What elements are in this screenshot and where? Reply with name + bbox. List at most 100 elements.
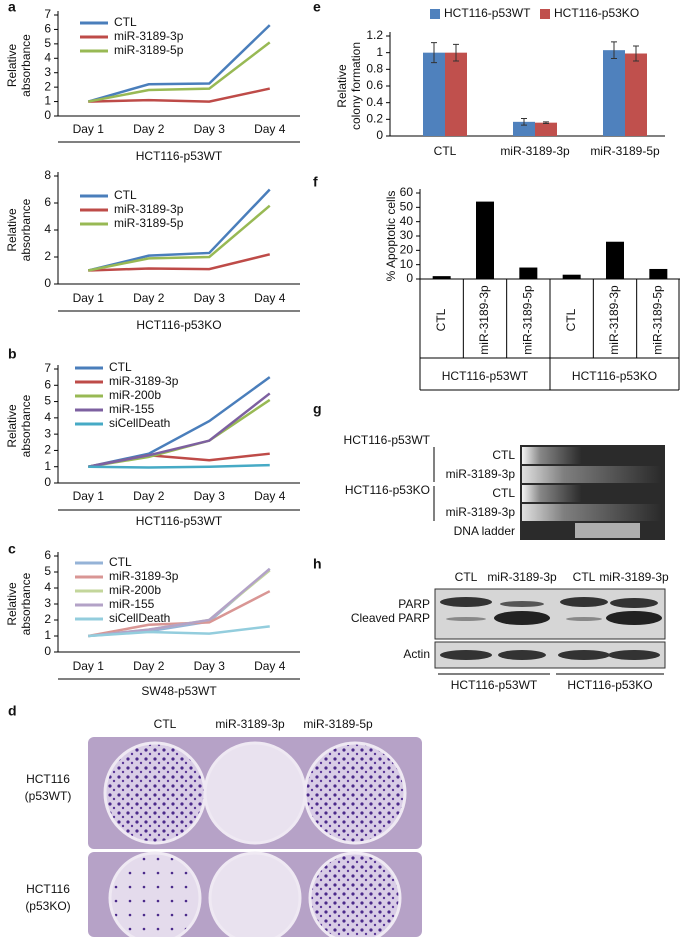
y-tick-label: 5 bbox=[44, 36, 51, 50]
y-axis-label: Relative bbox=[5, 44, 19, 88]
legend-label: siCellDeath bbox=[109, 611, 170, 625]
x-tick-label: Day 3 bbox=[194, 489, 226, 503]
y-tick-label: 1 bbox=[44, 628, 51, 642]
series-line bbox=[88, 625, 270, 638]
band bbox=[560, 597, 608, 607]
x-tick-label: CTL bbox=[564, 308, 578, 331]
legend-label: CTL bbox=[109, 555, 132, 569]
y-tick-label: 6 bbox=[44, 22, 51, 36]
band bbox=[610, 598, 658, 608]
x-tick-label: Day 2 bbox=[133, 659, 165, 673]
column-label: CTL bbox=[154, 717, 177, 731]
y-tick-label: 4 bbox=[44, 222, 51, 236]
series-line bbox=[88, 87, 271, 103]
band bbox=[440, 597, 492, 607]
bar bbox=[513, 121, 535, 136]
group-label: HCT116-p53WT bbox=[344, 433, 431, 447]
series-line bbox=[87, 24, 271, 103]
band bbox=[446, 617, 486, 621]
bar bbox=[445, 52, 467, 136]
x-tick-label: miR-3189-5p bbox=[590, 144, 660, 158]
gel-lane bbox=[522, 466, 662, 483]
bar bbox=[562, 274, 581, 279]
bar bbox=[476, 201, 494, 279]
y-tick-label: 1.2 bbox=[366, 28, 383, 42]
error-bar bbox=[431, 42, 437, 64]
gel-lane bbox=[522, 504, 662, 521]
x-tick-label: Day 1 bbox=[73, 291, 105, 305]
y-tick-label: 5 bbox=[44, 394, 51, 408]
y-tick-label: 3 bbox=[44, 65, 51, 79]
well bbox=[303, 741, 407, 845]
legend-label: miR-155 bbox=[109, 402, 155, 416]
row-label: HCT116 bbox=[26, 882, 70, 896]
y-tick-label: 6 bbox=[44, 195, 51, 209]
series-line bbox=[87, 188, 271, 272]
x-tick-label: Day 4 bbox=[254, 659, 286, 673]
row-label: Cleaved PARP bbox=[351, 611, 430, 625]
legend-label: miR-200b bbox=[109, 388, 161, 402]
y-tick-label: 0.8 bbox=[366, 62, 383, 76]
bar bbox=[603, 50, 625, 136]
legend-label: CTL bbox=[109, 360, 132, 374]
bar bbox=[423, 52, 445, 136]
y-tick-label: 20 bbox=[400, 243, 414, 257]
row-label: (p53KO) bbox=[25, 899, 70, 913]
y-axis-label: Relative bbox=[335, 64, 349, 108]
y-axis-label: Relative bbox=[5, 208, 19, 252]
column-label: miR-3189-5p bbox=[303, 717, 373, 731]
legend-label: CTL bbox=[114, 188, 137, 202]
y-tick-label: 7 bbox=[44, 7, 51, 21]
bar bbox=[606, 241, 624, 279]
x-tick-label: Day 3 bbox=[194, 659, 226, 673]
series-line bbox=[88, 392, 271, 468]
row-label: (p53WT) bbox=[25, 789, 72, 803]
column-label: CTL bbox=[455, 570, 478, 584]
y-tick-label: 2 bbox=[44, 79, 51, 93]
y-axis-label: colony formation bbox=[349, 42, 363, 130]
x-axis-label: SW48-p53WT bbox=[141, 684, 217, 698]
legend-label: miR-3189-5p bbox=[114, 216, 184, 230]
x-tick-label: CTL bbox=[434, 144, 457, 158]
y-tick-label: 4 bbox=[44, 580, 51, 594]
y-tick-label: 5 bbox=[44, 564, 51, 578]
y-tick-label: 30 bbox=[400, 228, 414, 242]
legend-label: miR-3189-3p bbox=[109, 374, 179, 388]
bar bbox=[649, 268, 668, 279]
group-label: HCT116-p53KO bbox=[567, 678, 652, 692]
lane-label: CTL bbox=[492, 486, 515, 500]
ladder-lane bbox=[575, 523, 640, 538]
legend-label: HCT116-p53KO bbox=[554, 6, 639, 20]
y-tick-label: 3 bbox=[44, 596, 51, 610]
y-tick-label: 6 bbox=[44, 548, 51, 562]
panel-label: h bbox=[313, 556, 322, 572]
band bbox=[566, 617, 602, 621]
x-tick-label: Day 3 bbox=[194, 122, 226, 136]
y-tick-label: 2 bbox=[44, 443, 51, 457]
well bbox=[308, 851, 402, 937]
y-axis-label: absorbance bbox=[19, 34, 33, 97]
legend-label: miR-3189-3p bbox=[114, 29, 184, 43]
y-axis-label: % Apoptotic cells bbox=[384, 191, 398, 282]
well bbox=[108, 851, 202, 937]
y-tick-label: 0 bbox=[376, 128, 383, 142]
band bbox=[606, 611, 662, 625]
series-line bbox=[88, 463, 270, 469]
y-tick-label: 4 bbox=[44, 410, 51, 424]
y-tick-label: 8 bbox=[44, 168, 51, 182]
x-tick-label: miR-3189-5p bbox=[651, 285, 665, 355]
x-tick-label: Day 1 bbox=[73, 489, 105, 503]
legend-swatch bbox=[430, 9, 440, 19]
y-tick-label: 2 bbox=[44, 249, 51, 263]
error-bar bbox=[521, 118, 527, 126]
legend-label: miR-155 bbox=[109, 597, 155, 611]
y-tick-label: 0.2 bbox=[366, 112, 383, 126]
band bbox=[608, 650, 660, 660]
y-tick-label: 1 bbox=[376, 45, 383, 59]
error-bar bbox=[633, 45, 639, 62]
y-tick-label: 0.6 bbox=[366, 78, 383, 92]
panel-label: b bbox=[8, 346, 17, 362]
x-axis-label: HCT116-p53WT bbox=[136, 149, 223, 163]
y-axis-label: Relative bbox=[5, 404, 19, 448]
